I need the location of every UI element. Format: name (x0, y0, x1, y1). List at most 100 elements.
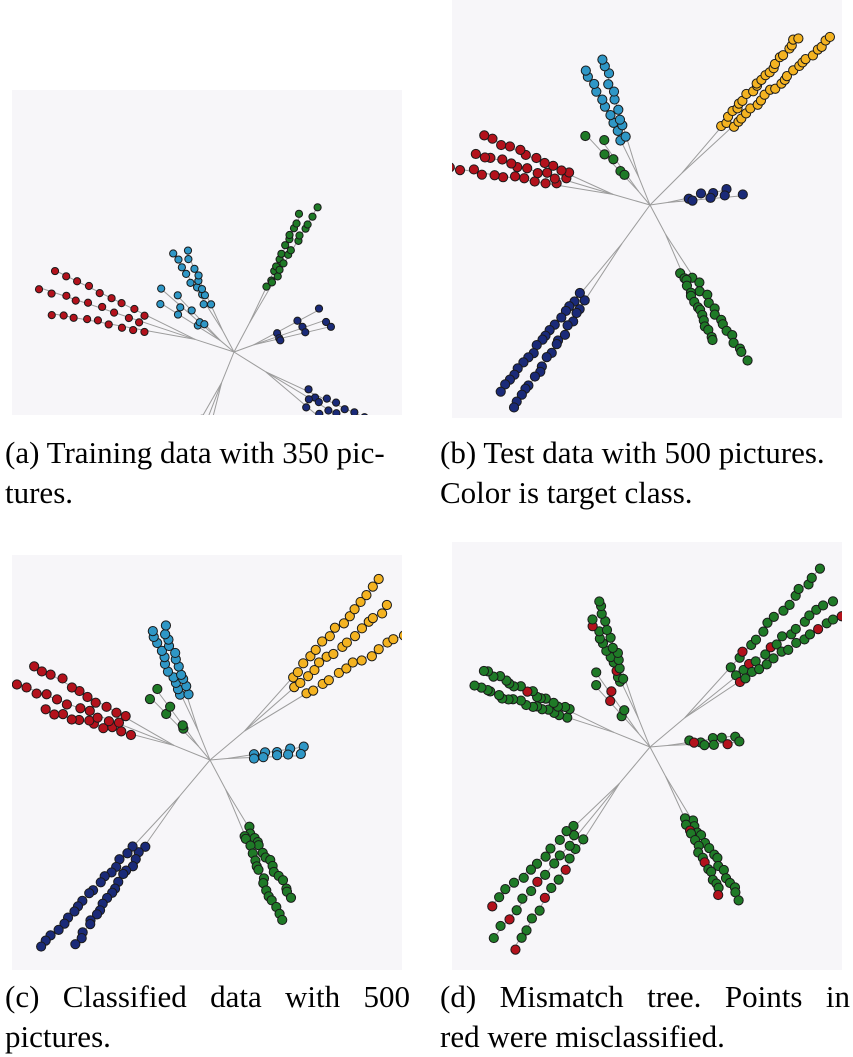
tree-node (478, 665, 490, 677)
tree-node (314, 304, 324, 313)
tree-node (40, 704, 51, 715)
tree-nodes (34, 203, 368, 415)
tree-edge (638, 733, 651, 748)
tree-node (790, 623, 801, 635)
tree-node (373, 644, 384, 655)
tree-node (367, 613, 378, 624)
tree-node (476, 169, 487, 180)
tree-node (98, 723, 109, 734)
tree-node (324, 631, 335, 642)
tree-node (109, 308, 119, 317)
tree-node (761, 659, 772, 670)
tree-node (381, 599, 392, 611)
tree-node (177, 263, 186, 272)
caption-c-line2: pictures. (5, 1019, 111, 1054)
tree-node (160, 620, 172, 631)
tree-node (170, 647, 181, 659)
tree-node (531, 858, 543, 869)
tree-node (117, 299, 126, 308)
tree-node (279, 259, 288, 268)
tree-node (737, 646, 748, 657)
tree-node (62, 291, 71, 300)
tree-node (173, 291, 182, 300)
tree-node (326, 322, 336, 331)
tree-node (551, 338, 562, 350)
tree-node (199, 300, 208, 309)
tree-node (597, 94, 608, 105)
tree-node (737, 189, 748, 200)
tree-node (62, 272, 71, 281)
tree-node (806, 572, 817, 583)
tree-node (156, 299, 165, 309)
tree-node (187, 306, 196, 315)
tree-node (619, 169, 630, 180)
tree-node (526, 913, 538, 924)
tree-edge (175, 294, 221, 342)
tree-node (705, 192, 716, 203)
tree-panel-d (452, 542, 842, 970)
tree-node (49, 709, 60, 720)
tree-node (510, 944, 521, 955)
tree-node (605, 695, 616, 707)
tree-node (614, 114, 626, 125)
tree-node (556, 312, 567, 323)
caption-d-line2: red were misclassified. (440, 1019, 725, 1054)
tree-node (332, 409, 341, 415)
tree-edge (253, 320, 325, 346)
tree-edge (649, 744, 668, 748)
tree-node (182, 269, 191, 279)
tree-node (479, 130, 490, 141)
tree-node (275, 265, 284, 274)
tree-node (561, 826, 572, 837)
tree-node (122, 848, 133, 859)
tree-node (781, 71, 793, 82)
tree-edge (612, 193, 651, 206)
tree-node (294, 209, 304, 218)
tree-edge (649, 172, 683, 206)
tree-node (608, 154, 619, 165)
tree-node (504, 914, 515, 925)
tree-node (783, 644, 794, 656)
caption-b: (b) Test data with 500 pictures. Color i… (440, 433, 850, 513)
tree-node (83, 298, 93, 307)
tree-node (597, 54, 608, 65)
tree-node (51, 694, 63, 705)
tree-node (517, 893, 528, 904)
tree-node (516, 932, 527, 943)
tree-node (827, 596, 839, 607)
tree-node (322, 394, 331, 403)
tree-node (719, 190, 730, 201)
tree-node (564, 840, 575, 851)
tree-node (603, 79, 614, 90)
tree-node (614, 663, 625, 674)
tree-node (293, 316, 302, 325)
tree-node (580, 65, 591, 76)
caption-c: (c) Classified data with 500 pictures. (5, 977, 410, 1057)
tree-node (295, 231, 304, 240)
tree-node (373, 573, 384, 585)
tree-node (608, 86, 620, 97)
tree-node (283, 749, 294, 760)
tree-node (130, 304, 139, 314)
tree-node (591, 680, 602, 691)
tree-node (267, 278, 277, 287)
tree-node (707, 334, 718, 346)
tree-node (504, 141, 516, 152)
tree-node (124, 313, 133, 323)
tree-panel-b (452, 0, 842, 418)
tree-node (545, 843, 556, 854)
tree-node (725, 662, 736, 673)
tree-node (206, 300, 216, 309)
tree-node (488, 932, 499, 944)
tree-node (546, 882, 557, 894)
tree-node (554, 834, 565, 846)
tree-node (750, 634, 762, 645)
tree-node (540, 851, 551, 862)
tree-node (734, 736, 745, 747)
tree-node (292, 219, 301, 228)
tree-node (329, 622, 341, 633)
tree-edge (649, 204, 666, 235)
tree-edge (209, 730, 245, 761)
tree-edge (233, 344, 254, 353)
tree-node (321, 317, 331, 327)
